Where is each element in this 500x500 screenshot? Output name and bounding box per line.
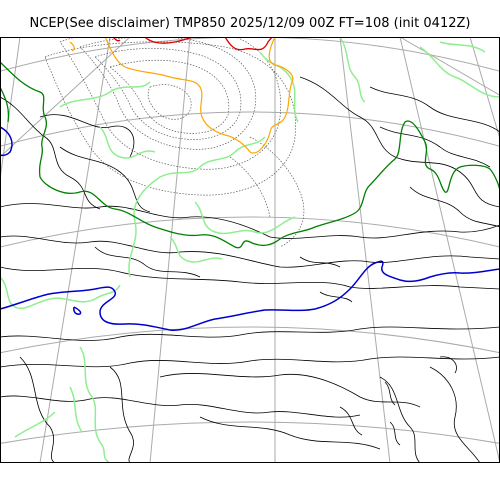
- map-canvas: [0, 37, 500, 463]
- dotted-isotherms: [44, 37, 305, 248]
- blue-isotherm: [0, 126, 500, 331]
- temperature-map: [0, 37, 500, 463]
- map-title: NCEP(See disclaimer) TMP850 2025/12/09 0…: [29, 16, 471, 31]
- graticule-latitudes: [0, 37, 500, 444]
- orange-isotherm: [69, 37, 294, 154]
- graticule-meridians: [0, 37, 500, 463]
- zero-isotherm: [0, 61, 500, 249]
- coastline-contours: [0, 76, 500, 463]
- light-green-isolines: [0, 37, 500, 463]
